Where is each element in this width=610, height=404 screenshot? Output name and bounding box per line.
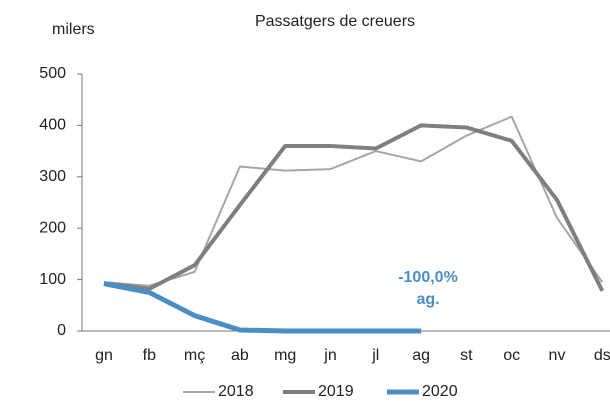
x-tick-label: ag: [412, 347, 430, 364]
x-tick-label: ab: [231, 347, 249, 364]
x-tick-label: gn: [95, 347, 113, 364]
y-tick-label: 200: [39, 219, 66, 236]
y-tick-label: 100: [39, 271, 66, 288]
x-tick-label: mg: [274, 347, 296, 364]
y-tick-label: 0: [57, 322, 66, 339]
x-tick-label: oc: [503, 347, 520, 364]
x-tick-label: nv: [549, 347, 566, 364]
legend-label: 2020: [422, 383, 458, 400]
y-tick-label: 300: [39, 168, 66, 185]
chart-title: Passatgers de creuers: [255, 13, 415, 30]
legend-label: 2019: [318, 383, 354, 400]
legend-label: 2018: [218, 383, 254, 400]
y-axis-label: milers: [52, 21, 95, 38]
annotation: ag.: [416, 291, 439, 308]
x-tick-label: jn: [323, 347, 336, 364]
annotation: -100,0%: [398, 269, 458, 286]
x-tick-label: jl: [371, 347, 379, 364]
y-tick-label: 400: [39, 117, 66, 134]
x-tick-label: st: [460, 347, 473, 364]
x-tick-label: mç: [184, 347, 205, 364]
line-series: [103, 115, 604, 287]
x-tick-label: fb: [143, 347, 156, 364]
line-series: [103, 123, 605, 292]
line-series: [103, 281, 422, 334]
x-tick-label: ds: [594, 347, 610, 364]
y-tick-label: 500: [39, 65, 66, 82]
